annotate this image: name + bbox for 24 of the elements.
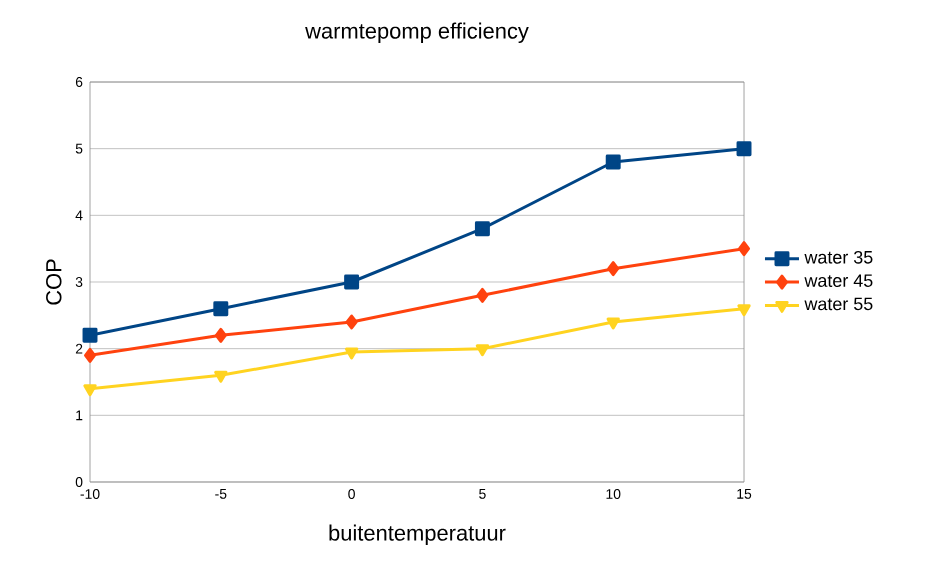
point xyxy=(344,274,360,290)
y-axis-title: COP xyxy=(46,259,62,305)
point xyxy=(475,344,490,357)
point xyxy=(476,287,489,303)
legend-label: water 45 xyxy=(804,274,873,287)
point xyxy=(606,317,620,330)
point xyxy=(474,221,490,237)
point xyxy=(736,141,752,157)
point xyxy=(737,304,751,317)
point xyxy=(605,154,621,170)
point xyxy=(214,370,228,383)
point xyxy=(344,347,359,360)
x-axis-title: buitentemperatuur xyxy=(329,524,506,546)
point xyxy=(214,327,227,343)
legend-label: water 55 xyxy=(804,297,873,311)
chart-title: warmtepomp efficiency xyxy=(305,22,529,43)
point xyxy=(82,327,98,343)
point xyxy=(83,384,97,397)
point xyxy=(607,261,620,277)
legend-label: water 35 xyxy=(804,250,873,264)
point xyxy=(345,314,358,330)
point xyxy=(738,241,750,257)
point xyxy=(213,301,229,317)
point xyxy=(84,347,96,363)
